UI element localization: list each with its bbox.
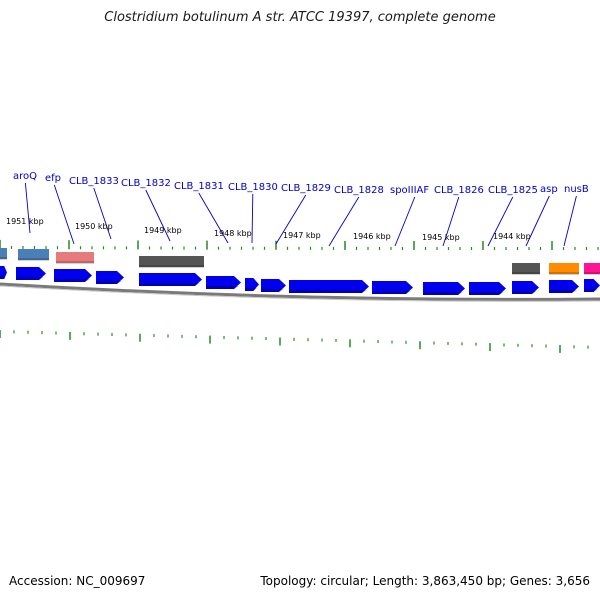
cds-arrow	[206, 276, 241, 289]
leader-line	[198, 192, 229, 244]
gene-label[interactable]: CLB_1832	[121, 178, 171, 189]
kbp-label: 1948 kbp	[214, 229, 252, 238]
kbp-label: 1946 kbp	[353, 232, 391, 241]
leader-line	[394, 196, 416, 247]
cds-arrow	[423, 282, 465, 295]
cds-arrow	[16, 267, 46, 280]
feature-block-aroq	[18, 249, 49, 260]
cds-arrow	[96, 271, 124, 284]
feature-block-efp	[56, 252, 94, 263]
kbp-label: 1950 kbp	[75, 222, 113, 231]
leader-line	[563, 195, 577, 247]
cds-arrow	[54, 269, 92, 282]
leader-line	[93, 187, 112, 240]
gene-label[interactable]: CLB_1833	[69, 176, 119, 187]
kbp-label: 1947 kbp	[283, 231, 321, 240]
leader-line	[487, 196, 514, 247]
gene-label[interactable]: CLB_1830	[228, 182, 278, 193]
gene-label[interactable]: CLB_1828	[334, 185, 384, 196]
map-title: Clostridium botulinum A str. ATCC 19397,…	[104, 10, 496, 25]
gene-label[interactable]: aroQ	[13, 171, 37, 182]
outer-features	[0, 248, 600, 275]
gene-label[interactable]: spoIIIAF	[390, 185, 429, 196]
cds-arrow	[245, 278, 259, 291]
gene-label[interactable]: CLB_1829	[281, 183, 331, 194]
kbp-label: 1949 kbp	[144, 226, 182, 235]
leader-line	[275, 194, 307, 245]
gene-label[interactable]: CLB_1831	[174, 181, 224, 192]
cds-arrow	[584, 279, 600, 292]
gene-label[interactable]: asp	[540, 184, 558, 195]
leader-lines	[24, 182, 577, 247]
gene-label[interactable]: CLB_1826	[434, 185, 484, 196]
cds-track	[0, 266, 600, 295]
kbp-label: 1945 kbp	[422, 233, 460, 242]
lower-scale-ticks	[0, 330, 589, 353]
kbp-label: 1951 kbp	[6, 217, 44, 226]
cds-arrow	[469, 282, 506, 295]
gene-labels: aroQ efp CLB_1833 CLB_1832 CLB_1831 CLB_1830 C…	[13, 171, 589, 196]
kbp-labels: 1951 kbp 1950 kbp 1949 kbp 1948 kbp 1947 kbp…	[6, 217, 531, 242]
feature-block-gray	[139, 256, 204, 267]
genome-backbone	[0, 282, 600, 301]
leader-line	[525, 195, 550, 247]
upper-scale-ticks	[0, 239, 599, 250]
cds-arrow	[372, 281, 413, 294]
accession-label: Accession: NC_009697	[9, 574, 146, 588]
leader-line	[53, 184, 75, 245]
gene-label[interactable]: nusB	[564, 184, 589, 195]
leader-line	[24, 182, 31, 234]
leader-line	[145, 189, 171, 242]
leader-line	[442, 196, 460, 247]
feature-block-nusb	[584, 263, 600, 274]
cds-arrow	[261, 279, 286, 292]
feature-block-asp	[549, 263, 579, 274]
cds-arrow	[512, 281, 539, 294]
cds-arrow	[549, 280, 579, 293]
kbp-label: 1944 kbp	[493, 232, 531, 241]
topology-label: Topology: circular; Length: 3,863,450 bp…	[260, 574, 590, 588]
gene-label[interactable]: efp	[45, 173, 61, 184]
feature-block-gray-right	[512, 263, 540, 274]
gene-label[interactable]: CLB_1825	[488, 185, 538, 196]
cds-arrow	[139, 273, 202, 286]
leader-line	[328, 196, 360, 247]
feature-block-blue-left	[0, 248, 7, 259]
leader-line	[251, 193, 254, 244]
cds-arrow	[289, 280, 369, 293]
cds-arrow	[0, 266, 7, 279]
